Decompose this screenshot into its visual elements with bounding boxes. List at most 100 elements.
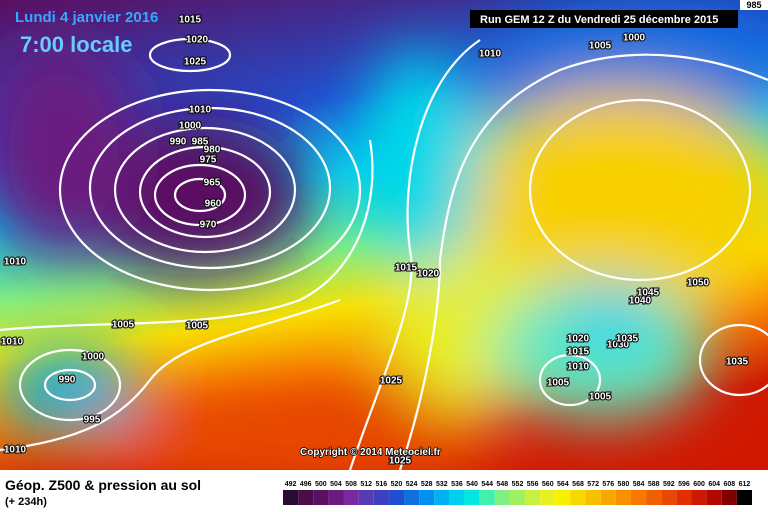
corner-label: 985	[746, 0, 761, 10]
isobar-label: 1000	[82, 352, 105, 363]
scale-label: 532	[436, 481, 448, 488]
isobar-label: 970	[200, 220, 217, 231]
scale-swatch	[434, 490, 450, 505]
scale-label: 604	[708, 481, 720, 488]
scale-label: 592	[663, 481, 675, 488]
copyright: Copyright © 2014 Meteociel.fr	[300, 447, 441, 458]
scale-swatch	[494, 490, 510, 505]
scale-swatch	[736, 490, 752, 505]
isobar-label: 1030	[607, 340, 630, 351]
isobar-label: 1025	[389, 456, 412, 467]
isobar-label: 960	[205, 199, 222, 210]
isobar-label: 975	[200, 155, 217, 166]
scale-label: 572	[587, 481, 599, 488]
isobar-label: 985	[192, 137, 209, 148]
isobar-label: 1025	[184, 57, 207, 68]
scale-swatch	[509, 490, 526, 505]
isobar-label: 1040	[629, 296, 652, 307]
scale-swatch	[691, 490, 707, 505]
isobar-label: 1020	[186, 35, 209, 46]
isobar-label: 1010	[479, 49, 502, 60]
scale-swatch	[676, 490, 692, 505]
scale-swatch	[570, 490, 586, 505]
color-scale: 492 496 500 504 508 512 516 520 524 528 532 536 540 5…	[283, 481, 752, 505]
scale-swatch	[540, 490, 556, 505]
scale-label: 548	[497, 481, 509, 488]
scale-label: 528	[421, 481, 433, 488]
scale-swatch	[525, 490, 541, 505]
isobar-label: 965	[204, 178, 221, 189]
scale-swatch	[600, 490, 616, 505]
isobar-label: 1010	[1, 337, 24, 348]
scale-label: 564	[557, 481, 569, 488]
scale-swatch	[298, 490, 314, 505]
lead-time: (+ 234h)	[5, 496, 47, 508]
isobar-label: 1000	[179, 121, 202, 132]
scale-label: 516	[375, 481, 387, 488]
isobar-label: 1045	[637, 288, 660, 299]
scale-swatch	[373, 490, 389, 505]
scale-label: 584	[633, 481, 645, 488]
scale-label: 544	[481, 481, 493, 488]
scale-label: 600	[693, 481, 705, 488]
scale-swatch	[555, 490, 571, 505]
scale-label: 540	[466, 481, 478, 488]
scale-swatch	[343, 490, 359, 505]
isobar-label: 990	[59, 375, 76, 386]
date-title: Lundi 4 janvier 2016	[15, 9, 158, 26]
scale-label: 508	[345, 481, 357, 488]
run-info: Run GEM 12 Z du Vendredi 25 décembre 201…	[480, 14, 718, 26]
scale-label: 556	[527, 481, 539, 488]
scale-label: 500	[315, 481, 327, 488]
isobar-label: 1015	[567, 347, 590, 358]
isobar-label: 1050	[687, 278, 710, 289]
isobar-label: 1005	[186, 321, 209, 332]
scale-swatch	[283, 490, 299, 505]
isobar-label: 1000	[623, 33, 646, 44]
scale-label: 588	[648, 481, 660, 488]
isobar-label: 1020	[567, 334, 590, 345]
isobar-label: 1005	[547, 378, 570, 389]
isobar-label: 1005	[589, 392, 612, 403]
scale-swatch	[313, 490, 329, 505]
isobar-label: 980	[204, 145, 221, 156]
isobar-label: 995	[84, 415, 101, 426]
isobars	[0, 37, 768, 471]
scale-swatch	[479, 490, 495, 505]
isobar-label: 1005	[112, 320, 135, 331]
scale-label: 596	[678, 481, 690, 488]
scale-swatch	[358, 490, 374, 505]
isobar-label: 1005	[589, 41, 612, 52]
scale-label: 580	[618, 481, 630, 488]
time-title: 7:00 locale	[20, 32, 133, 57]
scale-swatch	[646, 490, 662, 505]
scale-label: 536	[451, 481, 463, 488]
scale-label: 504	[330, 481, 342, 488]
isobar-label: 1010	[4, 257, 27, 268]
scale-swatch	[404, 490, 420, 505]
scale-label: 568	[572, 481, 584, 488]
scale-label: 520	[391, 481, 403, 488]
isobar-label: 1025	[380, 376, 403, 387]
scale-label: 496	[300, 481, 312, 488]
scale-label: 612	[739, 481, 751, 488]
run-box	[470, 10, 738, 28]
scale-swatch	[615, 490, 631, 505]
map-background	[0, 0, 768, 490]
isobar-label: 1010	[4, 445, 27, 456]
isobar-label: 1035	[616, 334, 639, 345]
scale-swatch	[388, 490, 405, 505]
scale-swatch	[661, 490, 677, 505]
legend-title: Géop. Z500 & pression au sol	[5, 477, 201, 493]
corner-box	[740, 0, 768, 10]
scale-swatch	[328, 490, 344, 505]
scale-swatch	[706, 490, 722, 505]
scale-label: 552	[512, 481, 524, 488]
scale-swatch	[464, 490, 480, 505]
scale-swatch	[585, 490, 601, 505]
scale-swatch	[721, 490, 737, 505]
scale-label: 608	[723, 481, 735, 488]
scale-label: 492	[285, 481, 297, 488]
scale-label: 524	[406, 481, 418, 488]
